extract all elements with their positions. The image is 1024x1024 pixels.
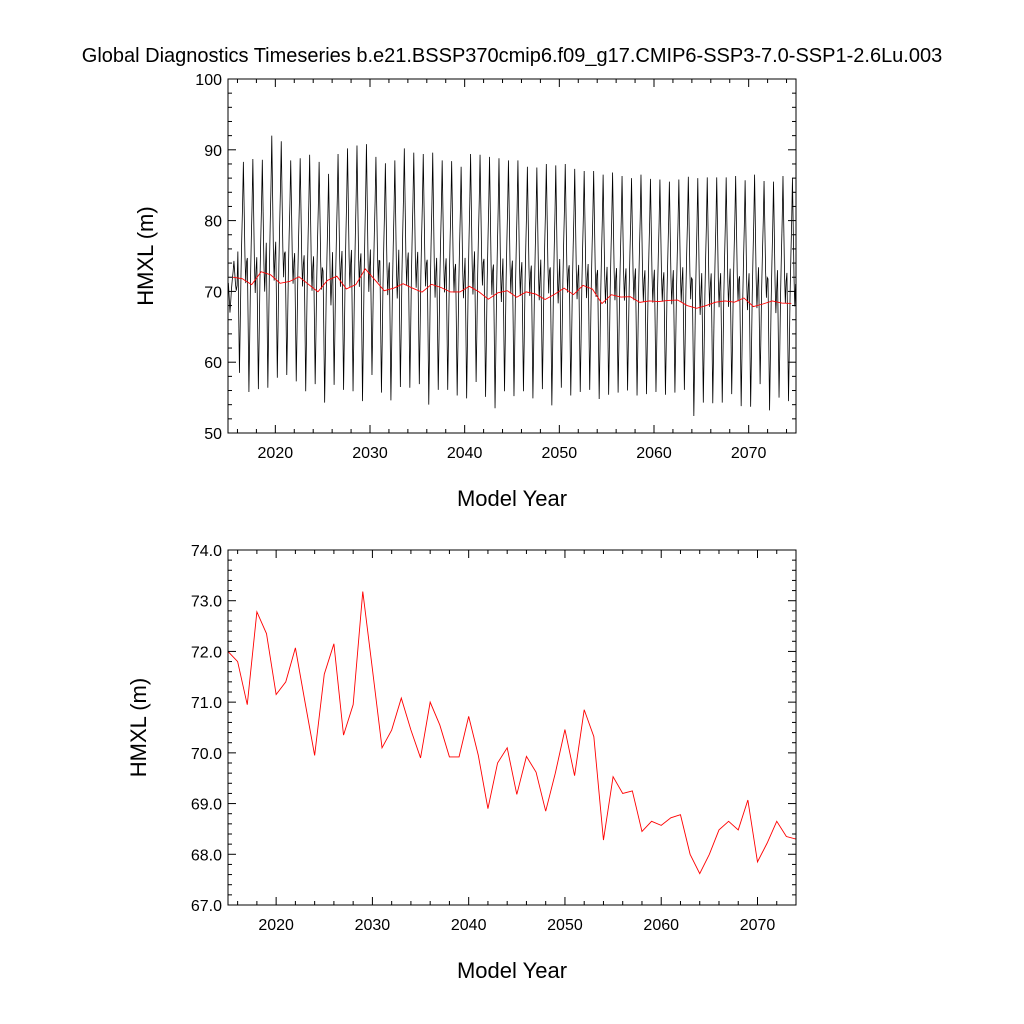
x-tick-label: 2030 bbox=[352, 445, 388, 462]
x-tick-label: 2060 bbox=[636, 445, 672, 462]
x-tick-label: 2030 bbox=[355, 917, 391, 934]
y-tick-label: 72.0 bbox=[191, 644, 222, 661]
y-tick-label: 80 bbox=[204, 214, 222, 231]
panel-1: 2020 2030 2040 2050 2060 2070 50 60 70 80 90 100 Mod… bbox=[133, 72, 797, 511]
series-annual-line bbox=[228, 591, 796, 875]
x-tick-label: 2020 bbox=[258, 445, 294, 462]
y-tick-label: 74.0 bbox=[191, 543, 222, 560]
x-axis-title: Model Year bbox=[457, 486, 567, 511]
y-tick-label: 100 bbox=[195, 72, 222, 89]
x-tick-label: 2050 bbox=[547, 917, 583, 934]
y-axis-title: HMXL (m) bbox=[126, 678, 151, 777]
y-axis-title: HMXL (m) bbox=[133, 206, 158, 305]
x-tick-label: 2060 bbox=[643, 917, 679, 934]
panel-2: 2020 2030 2040 2050 2060 2070 67.0 68.0 69.0 70.0… bbox=[126, 543, 797, 983]
y-tick-label: 67.0 bbox=[191, 898, 222, 915]
y-tick-label: 69.0 bbox=[191, 797, 222, 814]
x-tick-label: 2040 bbox=[447, 445, 483, 462]
x-tick-label: 2070 bbox=[740, 917, 776, 934]
y-tick-label: 73.0 bbox=[191, 594, 222, 611]
x-tick-label: 2070 bbox=[731, 445, 767, 462]
x-tick-label: 2020 bbox=[258, 917, 294, 934]
plot-frame bbox=[227, 549, 797, 906]
y-tick-label: 70.0 bbox=[191, 746, 222, 763]
x-tick-label: 2050 bbox=[542, 445, 578, 462]
y-tick-label: 71.0 bbox=[191, 695, 222, 712]
y-tick-label: 50 bbox=[204, 426, 222, 443]
chart-title: Global Diagnostics Timeseries b.e21.BSSP… bbox=[81, 45, 943, 67]
series-annual-line bbox=[232, 268, 792, 309]
plot-frame bbox=[227, 78, 797, 434]
y-tick-label: 60 bbox=[204, 355, 222, 372]
x-axis-title: Model Year bbox=[457, 958, 567, 983]
y-tick-label: 90 bbox=[204, 143, 222, 160]
y-tick-label: 70 bbox=[204, 284, 222, 301]
y-tick-label: 68.0 bbox=[191, 847, 222, 864]
x-tick-label: 2040 bbox=[451, 917, 487, 934]
series-monthly-line bbox=[228, 135, 796, 417]
